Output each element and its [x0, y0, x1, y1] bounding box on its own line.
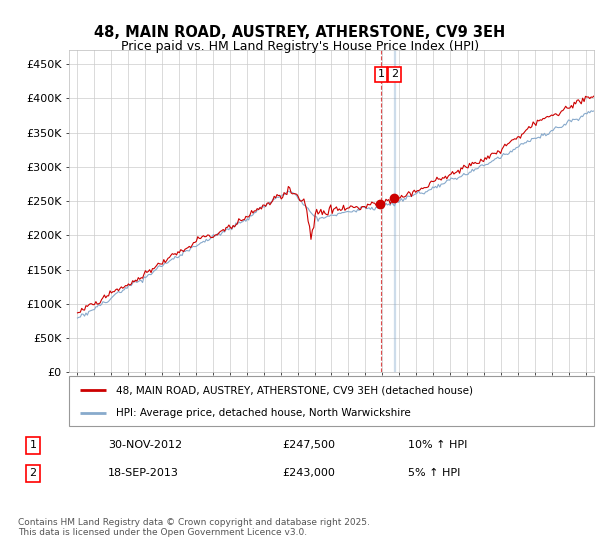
Text: £247,500: £247,500 — [282, 440, 335, 450]
Text: 48, MAIN ROAD, AUSTREY, ATHERSTONE, CV9 3EH: 48, MAIN ROAD, AUSTREY, ATHERSTONE, CV9 … — [94, 25, 506, 40]
FancyBboxPatch shape — [69, 376, 594, 426]
Text: 5% ↑ HPI: 5% ↑ HPI — [408, 468, 460, 478]
Text: HPI: Average price, detached house, North Warwickshire: HPI: Average price, detached house, Nort… — [116, 408, 411, 418]
Text: 18-SEP-2013: 18-SEP-2013 — [108, 468, 179, 478]
Text: Contains HM Land Registry data © Crown copyright and database right 2025.
This d: Contains HM Land Registry data © Crown c… — [18, 518, 370, 538]
Text: 1: 1 — [29, 440, 37, 450]
Text: 2: 2 — [29, 468, 37, 478]
Text: 48, MAIN ROAD, AUSTREY, ATHERSTONE, CV9 3EH (detached house): 48, MAIN ROAD, AUSTREY, ATHERSTONE, CV9 … — [116, 385, 473, 395]
Text: 1: 1 — [377, 69, 385, 80]
Text: 2: 2 — [391, 69, 398, 80]
Text: 30-NOV-2012: 30-NOV-2012 — [108, 440, 182, 450]
Text: £243,000: £243,000 — [282, 468, 335, 478]
Bar — [394, 50, 395, 372]
Text: Price paid vs. HM Land Registry's House Price Index (HPI): Price paid vs. HM Land Registry's House … — [121, 40, 479, 53]
Text: 10% ↑ HPI: 10% ↑ HPI — [408, 440, 467, 450]
